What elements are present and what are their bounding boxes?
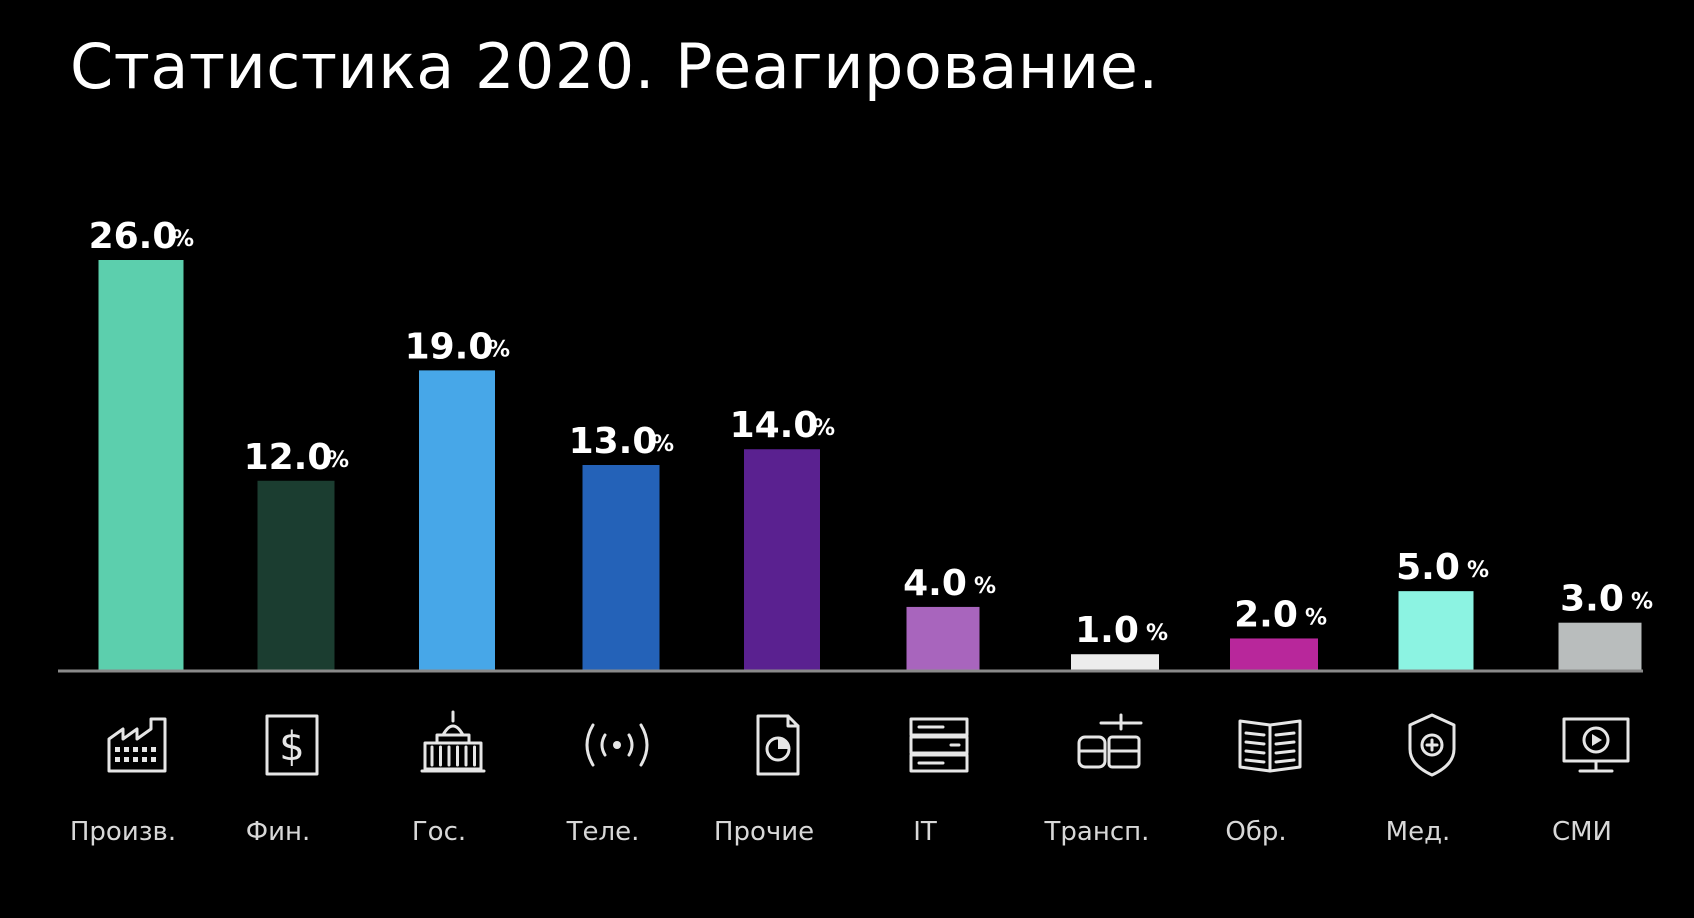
bar-9 [1398, 591, 1474, 670]
bar-2 [257, 480, 335, 670]
bar-1 [98, 260, 184, 670]
value-labels-layer: 26.0%12.0%19.0%13.0% 14.0%4.0 %1.0% 2.0 %5.0… [89, 216, 1653, 651]
medical-shield-icon [1408, 713, 1456, 777]
category-label-8: Обр. [1225, 817, 1286, 847]
value-unit-9: % [1467, 558, 1489, 583]
bar-3 [419, 370, 495, 670]
bar-7 [1071, 654, 1159, 670]
category-label-10: СМИ [1552, 817, 1612, 847]
value-unit-1: % [172, 227, 194, 252]
category-label-6: IT [913, 817, 937, 847]
transport-icon [1077, 713, 1143, 769]
bars-layer [98, 260, 1642, 670]
value-label-10: 3.0 [1560, 579, 1624, 620]
value-unit-4: % [652, 432, 674, 457]
value-unit-2: % [327, 448, 349, 473]
value-label-5: 14.0 [730, 405, 819, 446]
value-unit-10: % [1631, 590, 1653, 615]
bar-8 [1230, 638, 1318, 670]
value-label-7: 1.0 [1075, 610, 1139, 651]
monitor-play-icon [1562, 717, 1630, 773]
document-chart-icon [756, 714, 800, 776]
server-rack-icon [909, 717, 969, 773]
value-label-2: 12.0 [244, 437, 333, 478]
category-label-2: Фин. [246, 817, 311, 847]
page-title: Статистика 2020. Реагирование. [70, 30, 1159, 103]
category-label-5: Прочие [714, 817, 814, 847]
category-label-9: Мед. [1386, 817, 1451, 847]
value-label-3: 19.0 [405, 326, 494, 367]
category-icons-layer: $ [107, 710, 1630, 777]
bar-6 [906, 606, 980, 670]
category-label-1: Произв. [70, 817, 176, 847]
bar-5 [744, 449, 820, 670]
government-building-icon [420, 710, 486, 773]
value-label-8: 2.0 [1234, 594, 1298, 635]
value-label-9: 5.0 [1396, 547, 1460, 588]
value-label-6: 4.0 [903, 563, 967, 604]
value-unit-6: % [974, 574, 996, 599]
broadcast-signal-icon [585, 723, 649, 767]
bar-4 [582, 465, 660, 670]
category-label-4: Теле. [566, 817, 640, 847]
category-labels-layer: Произв. Фин. Гос. Теле. Прочие IT Трансп. Обр. М… [70, 817, 1612, 847]
bar-10 [1558, 622, 1642, 670]
value-unit-3: % [488, 337, 510, 362]
value-label-4: 13.0 [569, 421, 658, 462]
svg-text:$: $ [279, 724, 304, 770]
category-label-7: Трансп. [1044, 817, 1150, 847]
value-unit-7: % [1146, 621, 1168, 646]
open-book-icon [1238, 719, 1302, 773]
factory-icon [107, 717, 167, 773]
value-unit-5: % [813, 416, 835, 441]
value-unit-8: % [1305, 605, 1327, 630]
dollar-document-icon: $ [265, 714, 319, 776]
value-label-1: 26.0 [89, 216, 178, 257]
category-label-3: Гос. [412, 817, 466, 847]
